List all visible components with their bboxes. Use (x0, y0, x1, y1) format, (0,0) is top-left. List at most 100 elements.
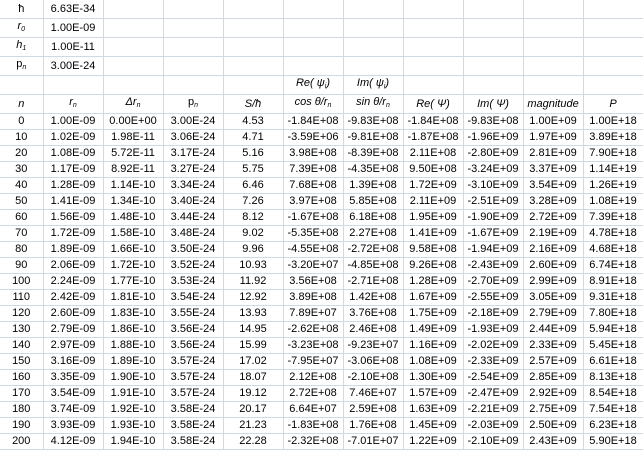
data-cell[interactable]: 1.95E+09 (402, 208, 464, 226)
data-cell[interactable]: 9.50E+08 (402, 160, 464, 178)
data-cell[interactable]: 8.91E+18 (582, 272, 643, 290)
re-psi-i-header[interactable]: Re( ψi) (282, 74, 344, 95)
empty-cell[interactable] (402, 17, 464, 38)
data-cell[interactable]: 6.61E+18 (582, 352, 643, 370)
data-cell[interactable]: 7.68E+08 (282, 176, 344, 194)
empty-cell[interactable] (222, 0, 284, 19)
data-cell[interactable]: 1.86E-10 (102, 320, 164, 338)
empty-cell[interactable] (522, 36, 584, 57)
constant-symbol-cell[interactable]: pn (0, 55, 44, 76)
empty-cell[interactable] (342, 55, 404, 76)
empty-cell[interactable] (162, 36, 224, 57)
data-cell[interactable]: 1.22E+09 (402, 432, 464, 450)
data-cell[interactable]: 3.89E+08 (282, 288, 344, 306)
data-cell[interactable]: 20.17 (222, 400, 284, 418)
data-cell[interactable]: 150 (0, 352, 44, 370)
data-cell[interactable]: 1.02E-09 (42, 128, 104, 146)
data-cell[interactable]: 2.33E+09 (522, 336, 584, 354)
empty-cell[interactable] (342, 0, 404, 19)
data-cell[interactable]: -2.72E+08 (342, 240, 404, 258)
data-cell[interactable]: 1.30E+09 (402, 368, 464, 386)
data-cell[interactable]: 1.91E-10 (102, 384, 164, 402)
data-cell[interactable]: 22.28 (222, 432, 284, 450)
data-cell[interactable]: 6.23E+18 (582, 416, 643, 434)
data-cell[interactable]: -1.84E+08 (402, 112, 464, 130)
data-cell[interactable]: 200 (0, 432, 44, 450)
data-cell[interactable]: 1.77E-10 (102, 272, 164, 290)
empty-cell[interactable] (222, 55, 284, 76)
data-cell[interactable]: 1.83E-10 (102, 304, 164, 322)
data-cell[interactable]: 3.50E-24 (162, 240, 224, 258)
data-cell[interactable]: 3.53E-24 (162, 272, 224, 290)
data-cell[interactable]: -2.03E+09 (462, 416, 524, 434)
data-cell[interactable]: 21.23 (222, 416, 284, 434)
empty-cell[interactable] (222, 36, 284, 57)
empty-cell[interactable] (462, 0, 524, 19)
data-cell[interactable]: -1.87E+08 (402, 128, 464, 146)
data-cell[interactable]: 10.93 (222, 256, 284, 274)
data-cell[interactable]: -4.85E+08 (342, 256, 404, 274)
empty-cell[interactable] (582, 74, 643, 95)
data-cell[interactable]: 9.26E+08 (402, 256, 464, 274)
data-cell[interactable]: 1.14E+19 (582, 160, 643, 178)
data-cell[interactable]: 1.67E+09 (402, 288, 464, 306)
data-cell[interactable]: 2.79E+09 (522, 304, 584, 322)
data-cell[interactable]: 5.85E+08 (342, 192, 404, 210)
data-cell[interactable]: 5.94E+18 (582, 320, 643, 338)
data-cell[interactable]: 8.12 (222, 208, 284, 226)
column-header[interactable]: P (582, 93, 643, 114)
data-cell[interactable]: 3.35E-09 (42, 368, 104, 386)
data-cell[interactable]: 1.89E-09 (42, 240, 104, 258)
data-cell[interactable]: 1.88E-10 (102, 336, 164, 354)
column-header[interactable]: sin θ/rn (342, 93, 404, 114)
empty-cell[interactable] (162, 0, 224, 19)
data-cell[interactable]: -2.55E+09 (462, 288, 524, 306)
empty-cell[interactable] (462, 36, 524, 57)
data-cell[interactable]: 1.81E-10 (102, 288, 164, 306)
data-cell[interactable]: 2.27E+08 (342, 224, 404, 242)
constant-symbol-cell[interactable]: h1 (0, 36, 44, 57)
data-cell[interactable]: 140 (0, 336, 44, 354)
data-cell[interactable]: -5.35E+08 (282, 224, 344, 242)
data-cell[interactable]: 5.72E-11 (102, 144, 164, 162)
data-cell[interactable]: -9.23E+07 (342, 336, 404, 354)
data-cell[interactable]: -9.83E+08 (462, 112, 524, 130)
data-cell[interactable]: 1.76E+08 (342, 416, 404, 434)
empty-cell[interactable] (102, 36, 164, 57)
data-cell[interactable]: 9.31E+18 (582, 288, 643, 306)
empty-cell[interactable] (402, 0, 464, 19)
data-cell[interactable]: -2.10E+08 (342, 368, 404, 386)
data-cell[interactable]: -2.21E+09 (462, 400, 524, 418)
data-cell[interactable]: 1.39E+08 (342, 176, 404, 194)
data-cell[interactable]: 1.00E+18 (582, 112, 643, 130)
data-cell[interactable]: 1.63E+09 (402, 400, 464, 418)
data-cell[interactable]: 3.57E-24 (162, 368, 224, 386)
data-cell[interactable]: 2.44E+09 (522, 320, 584, 338)
empty-cell[interactable] (402, 36, 464, 57)
data-cell[interactable]: 3.93E-09 (42, 416, 104, 434)
data-cell[interactable]: 3.74E-09 (42, 400, 104, 418)
data-cell[interactable]: 7.46E+07 (342, 384, 404, 402)
data-cell[interactable]: 0.00E+00 (102, 112, 164, 130)
empty-cell[interactable] (162, 55, 224, 76)
data-cell[interactable]: 3.16E-09 (42, 352, 104, 370)
data-cell[interactable]: 2.99E+09 (522, 272, 584, 290)
empty-cell[interactable] (162, 74, 224, 95)
data-cell[interactable]: 2.60E+09 (522, 256, 584, 274)
data-cell[interactable]: 2.57E+09 (522, 352, 584, 370)
data-cell[interactable]: 2.11E+08 (402, 144, 464, 162)
data-cell[interactable]: 1.16E+09 (402, 336, 464, 354)
data-cell[interactable]: -1.90E+09 (462, 208, 524, 226)
data-cell[interactable]: 1.08E-09 (42, 144, 104, 162)
empty-cell[interactable] (462, 17, 524, 38)
data-cell[interactable]: 3.56E+08 (282, 272, 344, 290)
empty-cell[interactable] (222, 17, 284, 38)
data-cell[interactable]: 3.97E+08 (282, 192, 344, 210)
data-cell[interactable]: 1.57E+09 (402, 384, 464, 402)
empty-cell[interactable] (522, 17, 584, 38)
data-cell[interactable]: 1.92E-10 (102, 400, 164, 418)
data-cell[interactable]: -4.35E+08 (342, 160, 404, 178)
data-cell[interactable]: 3.00E-24 (162, 112, 224, 130)
data-cell[interactable]: 13.93 (222, 304, 284, 322)
data-cell[interactable]: -7.95E+07 (282, 352, 344, 370)
